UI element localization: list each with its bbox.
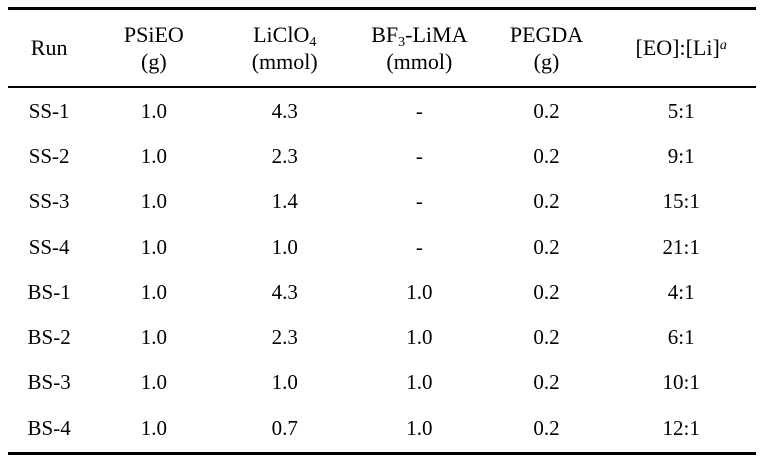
cell-bf3-lima: - (415, 98, 423, 123)
header-unit: (mmol) (251, 49, 318, 74)
column-header-psieo: PSiEO (g) (90, 8, 218, 88)
table-body: SS-1 1.0 4.3 - 0.2 5:1 SS-2 1.0 2.3 - 0.… (8, 87, 756, 454)
cell-run: SS-3 (28, 189, 70, 214)
cell-run: BS-4 (27, 416, 71, 441)
footnote-marker: a (719, 38, 727, 54)
cell-pegda: 0.2 (533, 416, 560, 441)
cell-psieo: 1.0 (140, 416, 167, 441)
header-unit: (mmol) (386, 49, 453, 74)
cell-liclo4: 1.0 (271, 234, 298, 259)
cell-liclo4: 2.3 (271, 325, 298, 350)
cell-run: BS-3 (27, 370, 71, 395)
cell-liclo4: 4.3 (271, 98, 298, 123)
cell-psieo: 1.0 (140, 98, 167, 123)
cell-bf3-lima: - (415, 189, 423, 214)
cell-bf3-lima: 1.0 (406, 416, 433, 441)
table-header: Run PSiEO (g) LiClO4 (mmol) BF3-LiMA (mm… (8, 8, 756, 88)
cell-eo-li: 12:1 (662, 416, 700, 441)
cell-eo-li: 6:1 (667, 325, 695, 350)
header-label: PEGDA (509, 21, 584, 47)
cell-pegda: 0.2 (533, 370, 560, 395)
table-row-bs2: BS-2 1.0 2.3 1.0 0.2 6:1 (8, 315, 756, 360)
table-row-ss2: SS-2 1.0 2.3 - 0.2 9:1 (8, 134, 756, 179)
cell-liclo4: 1.4 (271, 189, 298, 214)
cell-eo-li: 10:1 (662, 370, 700, 395)
table-row-ss1: SS-1 1.0 4.3 - 0.2 5:1 (8, 87, 756, 134)
cell-run: BS-1 (27, 279, 71, 304)
table-row-bs1: BS-1 1.0 4.3 1.0 0.2 4:1 (8, 270, 756, 315)
cell-liclo4: 2.3 (271, 144, 298, 169)
polymer-electrolyte-composition-table: Run PSiEO (g) LiClO4 (mmol) BF3-LiMA (mm… (8, 7, 756, 455)
cell-pegda: 0.2 (533, 279, 560, 304)
column-header-run: Run (8, 8, 91, 88)
cell-eo-li: 21:1 (662, 234, 700, 259)
column-header-pegda: PEGDA (g) (486, 8, 607, 88)
table-row-bs4: BS-4 1.0 0.7 1.0 0.2 12:1 (8, 405, 756, 453)
cell-eo-li: 9:1 (667, 144, 695, 169)
header-row: Run PSiEO (g) LiClO4 (mmol) BF3-LiMA (mm… (8, 8, 756, 88)
cell-eo-li: 4:1 (667, 279, 695, 304)
table-row-ss4: SS-4 1.0 1.0 - 0.2 21:1 (8, 225, 756, 270)
header-label: Run (30, 35, 68, 61)
header-label: BF3-LiMA (371, 21, 468, 50)
cell-psieo: 1.0 (140, 325, 167, 350)
header-label: [EO]:[Li]a (635, 35, 727, 61)
cell-psieo: 1.0 (140, 144, 167, 169)
cell-pegda: 0.2 (533, 189, 560, 214)
cell-pegda: 0.2 (533, 325, 560, 350)
column-header-eo-li-ratio: [EO]:[Li]a (606, 8, 756, 88)
cell-bf3-lima: 1.0 (406, 325, 433, 350)
header-unit: (g) (141, 49, 167, 74)
cell-eo-li: 15:1 (662, 189, 700, 214)
table-row-ss3: SS-3 1.0 1.4 - 0.2 15:1 (8, 179, 756, 224)
cell-eo-li: 5:1 (667, 98, 695, 123)
column-header-liclo4: LiClO4 (mmol) (217, 8, 353, 88)
cell-run: BS-2 (27, 325, 71, 350)
cell-psieo: 1.0 (140, 370, 167, 395)
header-label: LiClO4 (253, 21, 317, 50)
cell-bf3-lima: - (415, 234, 423, 259)
cell-psieo: 1.0 (140, 279, 167, 304)
cell-liclo4: 4.3 (271, 279, 298, 304)
subscript: 3 (398, 34, 406, 50)
cell-bf3-lima: 1.0 (406, 279, 433, 304)
cell-liclo4: 0.7 (271, 416, 298, 441)
cell-psieo: 1.0 (140, 189, 167, 214)
cell-run: SS-4 (28, 234, 70, 259)
cell-liclo4: 1.0 (271, 370, 298, 395)
cell-psieo: 1.0 (140, 234, 167, 259)
column-header-bf3-lima: BF3-LiMA (mmol) (352, 8, 487, 88)
table-row-bs3: BS-3 1.0 1.0 1.0 0.2 10:1 (8, 360, 756, 405)
cell-run: SS-1 (28, 98, 70, 123)
table-container: Run PSiEO (g) LiClO4 (mmol) BF3-LiMA (mm… (8, 7, 756, 455)
subscript: 4 (309, 34, 317, 50)
header-label: PSiEO (123, 21, 184, 47)
cell-run: SS-2 (28, 144, 70, 169)
cell-bf3-lima: 1.0 (406, 370, 433, 395)
cell-pegda: 0.2 (533, 144, 560, 169)
cell-pegda: 0.2 (533, 234, 560, 259)
cell-bf3-lima: - (415, 144, 423, 169)
cell-pegda: 0.2 (533, 98, 560, 123)
header-unit: (g) (533, 49, 560, 74)
